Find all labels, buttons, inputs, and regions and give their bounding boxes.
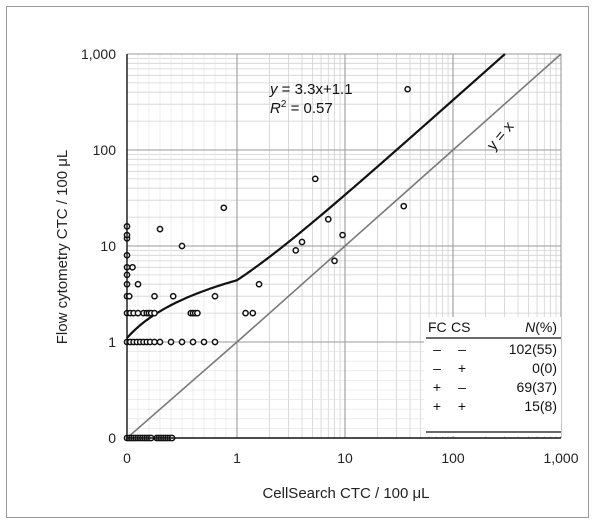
data-point — [167, 338, 175, 346]
data-point — [255, 280, 263, 288]
data-point — [178, 242, 186, 250]
data-points — [123, 85, 411, 442]
y-tick-label: 1,000 — [81, 46, 116, 62]
table-header-fc: FC — [428, 319, 447, 335]
table-cell-n: 69(37) — [517, 379, 557, 395]
data-point — [404, 85, 411, 93]
table-cell-fc: – — [433, 341, 441, 357]
fit-eq-rest: = 3.3x+1.1 — [278, 81, 353, 98]
data-point — [339, 231, 346, 239]
table-cell-cs: + — [458, 398, 466, 414]
scatter-chart: 0 1 10 100 1,000 0 1 10 100 1,000 CellSearch CTC … — [54, 46, 579, 502]
data-point — [129, 263, 136, 271]
data-point — [169, 292, 177, 300]
x-tick-label: 1 — [233, 450, 241, 466]
table-header-cs: CS — [451, 319, 470, 335]
data-point — [249, 309, 257, 317]
figure-frame: 0 1 10 100 1,000 0 1 10 100 1,000 CellSearch CTC … — [6, 6, 589, 518]
table-cell-n: 0(0) — [532, 360, 557, 376]
y-tick-label: 100 — [93, 142, 117, 158]
y-tick-label: 1 — [108, 334, 116, 350]
data-point — [311, 175, 319, 183]
x-tick-label: 100 — [441, 450, 465, 466]
data-point — [324, 215, 332, 223]
table-cell-n: 15(8) — [524, 398, 557, 414]
data-point — [134, 309, 142, 317]
table-cell-fc: – — [433, 360, 441, 376]
table-cell-cs: – — [458, 341, 466, 357]
identity-line-label: y = x — [484, 118, 518, 154]
table-header-n: N(%) — [525, 319, 557, 335]
data-point — [189, 338, 197, 346]
data-point — [194, 309, 201, 317]
table-background — [424, 317, 561, 436]
table-cell-cs: – — [458, 379, 466, 395]
fit-curve — [126, 53, 506, 339]
data-point — [151, 292, 158, 300]
fit-r2-rest: = 0.57 — [286, 100, 332, 117]
data-point — [156, 338, 164, 346]
fit-curve-path — [126, 53, 506, 339]
fit-r2: R2 = 0.57 — [270, 99, 333, 117]
table-cell-cs: + — [458, 360, 466, 376]
y-axis-title: Flow cytometry CTC / 100 μL — [54, 150, 71, 345]
fit-equation: y = 3.3x+1.1 — [269, 81, 353, 98]
x-axis-title: CellSearch CTC / 100 μL — [262, 485, 429, 502]
data-point — [211, 338, 219, 346]
data-point — [151, 309, 158, 317]
fit-r2-R: R — [270, 100, 281, 117]
data-point — [220, 204, 228, 212]
data-point — [292, 247, 300, 254]
table-cell-n: 102(55) — [509, 341, 557, 357]
identity-line — [126, 53, 562, 439]
fit-r2-sup: 2 — [281, 99, 287, 110]
data-point — [178, 338, 186, 346]
fit-eq-y: y — [269, 81, 279, 98]
data-point — [134, 280, 142, 288]
data-point — [298, 238, 306, 246]
table-cell-fc: + — [433, 379, 441, 395]
contingency-table: FC CS N(%) – – 102(55) – +0(0) + – 69(37) + +15(8) — [424, 317, 561, 436]
axes — [126, 54, 561, 439]
tick-labels: 0 1 10 100 1,000 0 1 10 100 1,000 — [81, 46, 579, 466]
data-point — [242, 309, 249, 317]
identity-line-path — [126, 53, 562, 439]
y-tick-label: 0 — [108, 430, 116, 446]
data-point — [211, 292, 219, 300]
x-tick-label: 0 — [123, 450, 131, 466]
data-point — [151, 338, 158, 346]
y-tick-label: 10 — [100, 238, 116, 254]
data-point — [331, 257, 338, 265]
data-point — [156, 225, 164, 233]
x-tick-label: 1,000 — [543, 450, 578, 466]
data-point — [200, 338, 208, 346]
x-tick-label: 10 — [337, 450, 353, 466]
table-cell-fc: + — [433, 398, 441, 414]
data-point — [400, 202, 408, 210]
